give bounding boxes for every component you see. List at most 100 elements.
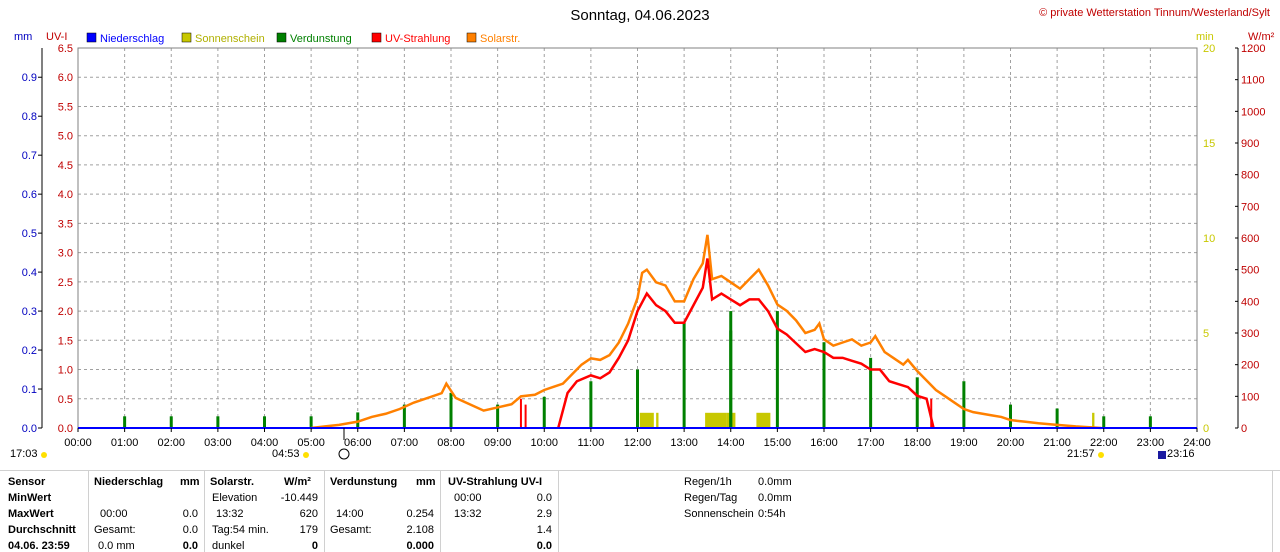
solar-unit: W/m² (284, 476, 311, 488)
moon-icon (41, 452, 47, 458)
row-label-max: MaxWert (8, 508, 54, 520)
time-tick-label: 24:00 (1183, 437, 1211, 449)
time-tick-label: 00:00 (64, 437, 92, 449)
evaporation-spike (636, 369, 639, 428)
evaporation-spike (1055, 408, 1059, 428)
evaporation-spike (1009, 404, 1012, 428)
mm-tick-label: 0.1 (22, 384, 37, 396)
evap-total-value: 2.108 (406, 524, 434, 536)
sunshine-bar (656, 412, 659, 428)
min-tick-label: 5 (1203, 328, 1209, 340)
wm2-tick-label: 1000 (1241, 106, 1265, 118)
uv-tick-label: 0.5 (58, 394, 73, 406)
wm2-tick-label: 800 (1241, 170, 1259, 182)
evaporation-spike (356, 412, 360, 428)
rain-day-label: Regen/Tag (684, 492, 738, 504)
sunshine-bar (756, 412, 771, 428)
evaporation-spike (216, 416, 220, 428)
legend-swatch-3 (371, 32, 382, 43)
rain-hour-label: Regen/1h (684, 476, 732, 488)
time-tick-label: 03:00 (204, 437, 232, 449)
min-tick-label: 10 (1203, 233, 1215, 245)
evaporation-spike (1102, 416, 1106, 428)
legend-label-2: Verdunstung (290, 33, 352, 45)
legend-swatch-2 (276, 32, 287, 43)
time-tick-label: 12:00 (624, 437, 652, 449)
solar-elevation-label: Elevation (212, 492, 258, 504)
rain-unit: mm (180, 476, 200, 488)
min-tick-label: 0 (1203, 423, 1209, 435)
evap-max-value: 0.254 (406, 508, 434, 520)
moonset-time: 17:03 (10, 448, 38, 460)
sensor-header: Sensor (8, 476, 46, 488)
evaporation-spike (775, 311, 779, 428)
uv-tick-label: 2.5 (58, 277, 73, 289)
evaporation-spike (402, 404, 406, 428)
time-tick-label: 17:00 (857, 437, 885, 449)
time-tick-label: 16:00 (810, 437, 838, 449)
uv-tick-label: 1.0 (58, 365, 73, 377)
copyright-text: © private Wetterstation Tinnum/Westerlan… (1039, 7, 1270, 19)
time-tick-label: 02:00 (157, 437, 185, 449)
rain-max-time: 00:00 (100, 508, 128, 520)
time-tick-label: 04:00 (251, 437, 279, 449)
evap-header: Verdunstung (330, 476, 398, 488)
time-tick-label: 08:00 (437, 437, 465, 449)
evaporation-spike (496, 404, 500, 428)
uv-tick-label: 1.5 (58, 335, 73, 347)
solar-day-label: Tag:54 min. (212, 524, 269, 536)
wm2-tick-label: 100 (1241, 391, 1259, 403)
chart-labels: 6.5 6.0 5.5 5.0 4.5 4.0 3.5 3.0 2.5 2.0 1.5 1.0 0.5 0… (22, 43, 1266, 449)
wm2-tick-label: 400 (1241, 296, 1259, 308)
sunrise-time: 04:53 (272, 448, 300, 460)
legend-swatch-1 (181, 32, 192, 43)
solar-max-time: 13:32 (216, 508, 244, 520)
wm2-tick-label: 900 (1241, 138, 1259, 150)
legend-label-1: Sonnenschein (195, 33, 265, 45)
sunset-time: 21:57 (1067, 448, 1095, 460)
min-tick-label: 15 (1203, 138, 1215, 150)
time-tick-label: 05:00 (297, 437, 325, 449)
legend-label-4: Solarstr. (480, 33, 520, 45)
rain-total-label: Gesamt: (94, 524, 136, 536)
solar-current-value: 0 (311, 540, 318, 552)
solar-max-value: 620 (299, 508, 318, 520)
unit-uv-label: UV-I (46, 31, 67, 43)
uv-min-value: 0.0 (536, 492, 552, 504)
time-tick-label: 01:00 (111, 437, 139, 449)
evap-unit: mm (416, 476, 436, 488)
uv-tick-label: 3.0 (58, 248, 73, 260)
wm2-tick-label: 600 (1241, 233, 1259, 245)
solar-dark-label: dunkel (212, 540, 245, 552)
evap-total-label: Gesamt: (330, 524, 372, 536)
evaporation-spikes (123, 311, 1152, 428)
legend-label-3: UV-Strahlung (385, 33, 450, 45)
uv-tick-label: 0.0 (58, 423, 73, 435)
stats-divider (1272, 470, 1273, 552)
moonrise-time: 23:16 (1167, 448, 1195, 460)
mm-tick-label: 0.2 (22, 345, 37, 357)
evaporation-spike (123, 416, 127, 428)
time-tick-label: 13:00 (670, 437, 698, 449)
time-tick-label: 15:00 (764, 437, 792, 449)
unit-min-label: min (1196, 31, 1214, 43)
evaporation-spike (822, 342, 826, 428)
uv-tick-label: 6.5 (58, 43, 73, 55)
uv-tick-label: 6.0 (58, 72, 73, 84)
uv-header: UV-Strahlung UV-I (448, 476, 543, 488)
sunshine-bars (639, 412, 1095, 428)
time-tick-label: 21:00 (1043, 437, 1071, 449)
evaporation-spike (869, 357, 873, 428)
time-tick-label: 10:00 (530, 437, 558, 449)
uv-tick-label: 3.5 (58, 218, 73, 230)
wm2-tick-label: 200 (1241, 360, 1259, 372)
evaporation-spike (263, 416, 266, 428)
sunshine-bar (705, 412, 727, 428)
row-label-date: 04.06. 23:59 (8, 540, 70, 552)
rain-hour-value: 0.0mm (758, 476, 792, 488)
sunset-icon (1098, 452, 1104, 458)
evaporation-spike (682, 322, 686, 428)
mm-tick-label: 0.5 (22, 228, 37, 240)
mm-tick-label: 0.3 (22, 306, 37, 318)
uv-line (557, 258, 935, 429)
